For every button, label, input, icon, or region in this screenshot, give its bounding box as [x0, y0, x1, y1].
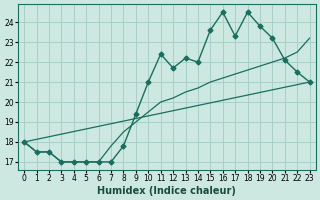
X-axis label: Humidex (Indice chaleur): Humidex (Indice chaleur): [98, 186, 236, 196]
